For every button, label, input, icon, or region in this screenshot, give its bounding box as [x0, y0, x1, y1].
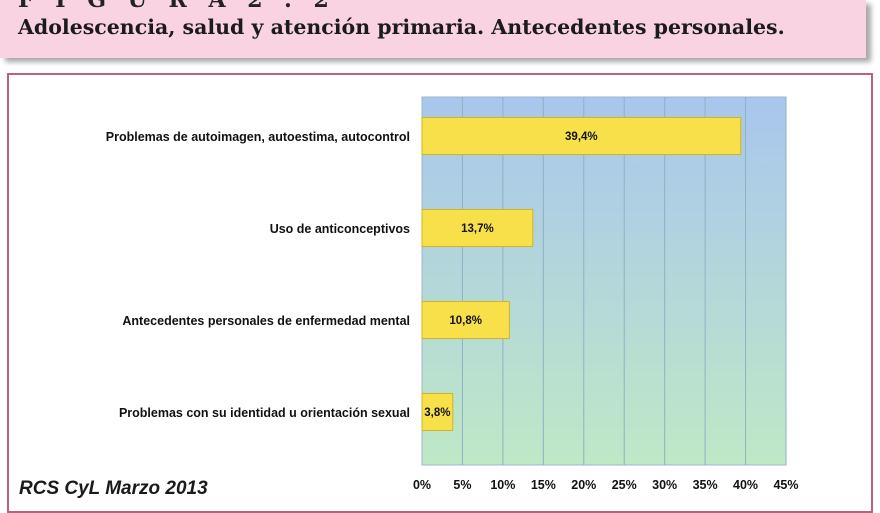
x-tick-label: 15%	[531, 478, 556, 492]
x-axis-ticks: 0% 5% 10% 15% 20% 25% 30% 35% 40% 45%	[413, 478, 799, 492]
bars: 39,4% 13,7% 10,8% 3,8%	[421, 117, 742, 431]
figure-label: F I G U R A 2 . 2	[18, 0, 336, 13]
x-tick-label: 25%	[612, 478, 637, 492]
x-tick-label: 40%	[733, 478, 758, 492]
bar	[421, 393, 454, 431]
bar	[421, 301, 510, 339]
x-tick-label: 45%	[773, 478, 798, 492]
source-note: RCS CyL Marzo 2013	[19, 478, 208, 499]
x-tick-label: 0%	[413, 478, 431, 492]
plot-area	[421, 96, 787, 466]
bar	[421, 209, 534, 247]
x-tick-label: 10%	[490, 478, 515, 492]
category-label: Uso de anticonceptivos	[270, 222, 410, 236]
bar-value-label: 13,7%	[461, 223, 494, 235]
category-label: Antecedentes personales de enfermedad me…	[122, 314, 410, 328]
bar-chart: 39,4% 13,7% 10,8% 3,8% Problemas de autoima…	[106, 96, 799, 492]
figure-banner: F I G U R A 2 . 2 Adolescencia, salud y …	[0, 0, 866, 58]
bar-value-label: 39,4%	[565, 131, 598, 143]
x-tick-label: 20%	[571, 478, 596, 492]
bar	[421, 117, 742, 155]
bar-value-label: 10,8%	[449, 315, 482, 327]
bar-value-label: 3,8%	[424, 407, 450, 419]
grid-lines	[461, 97, 787, 465]
x-tick-label: 5%	[453, 478, 471, 492]
category-label: Problemas de autoimagen, autoestima, aut…	[106, 130, 410, 144]
category-labels: Problemas de autoimagen, autoestima, aut…	[106, 130, 410, 420]
category-label: Problemas con su identidad u orientación…	[119, 406, 410, 420]
figure-title: Adolescencia, salud y atención primaria.…	[18, 15, 785, 39]
x-tick-label: 35%	[693, 478, 718, 492]
x-tick-label: 30%	[652, 478, 677, 492]
